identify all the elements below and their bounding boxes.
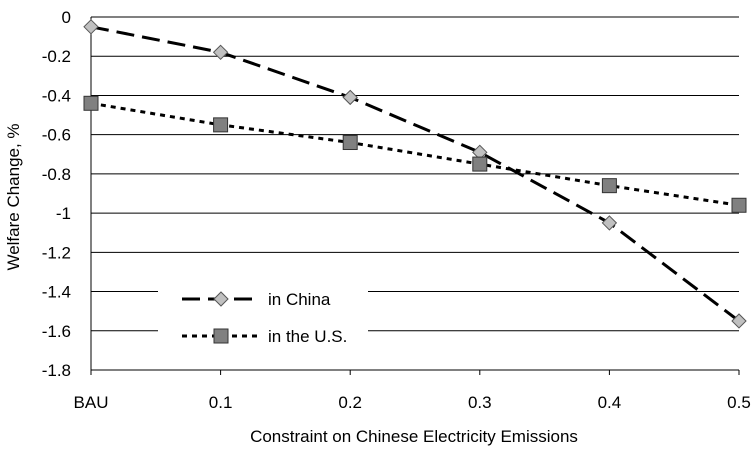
data-point-square: [342, 135, 358, 151]
y-tick-label: -0.6: [42, 126, 71, 145]
y-tick-label: -0.8: [42, 165, 71, 184]
series-line-1: [90, 101, 740, 207]
gridlines: [91, 16, 739, 332]
legend-marker-china: [213, 291, 229, 307]
data-point-diamond: [342, 89, 358, 106]
data-point-diamond: [212, 44, 229, 61]
data-point-diamond: [601, 215, 618, 231]
x-tick-label: 0.5: [727, 393, 751, 412]
legend-label-us: in the U.S.: [268, 327, 347, 346]
legend-label-china: in China: [268, 290, 331, 309]
data-point-square: [731, 197, 747, 213]
legend-item-china: in China: [182, 290, 331, 309]
y-tick-label: -1: [56, 204, 71, 223]
series-line-0: [90, 25, 740, 323]
legend-box: [158, 281, 368, 353]
y-tick-label: -1.2: [42, 243, 71, 262]
y-tick-label: -0.2: [42, 47, 71, 66]
series-lines: [90, 25, 740, 323]
y-axis-title: Welfare Change, %: [4, 123, 23, 270]
data-point-diamond: [83, 19, 99, 35]
data-point-diamond: [731, 313, 747, 329]
y-tick-label: -1.4: [42, 283, 71, 302]
axes: [90, 17, 740, 375]
legend-marker-us: [213, 328, 229, 344]
data-point-square: [83, 95, 99, 111]
data-point-square: [601, 178, 617, 194]
data-point-square: [213, 117, 229, 133]
x-tick-label: 0.1: [209, 393, 233, 412]
data-point-square: [472, 156, 488, 172]
legend: in China in the U.S.: [158, 281, 368, 353]
x-tick-label: BAU: [74, 393, 109, 412]
y-tick-label: -0.4: [42, 86, 71, 105]
data-markers: [83, 19, 747, 329]
y-tick-label: -1.6: [42, 322, 71, 341]
legend-item-us: in the U.S.: [182, 327, 347, 346]
x-tick-label: 0.2: [338, 393, 362, 412]
y-tick-label: 0: [62, 8, 71, 27]
x-tick-label: 0.4: [598, 393, 622, 412]
x-axis-title: Constraint on Chinese Electricity Emissi…: [250, 427, 578, 446]
x-tick-label: 0.3: [468, 393, 492, 412]
y-tick-label: -1.8: [42, 361, 71, 380]
